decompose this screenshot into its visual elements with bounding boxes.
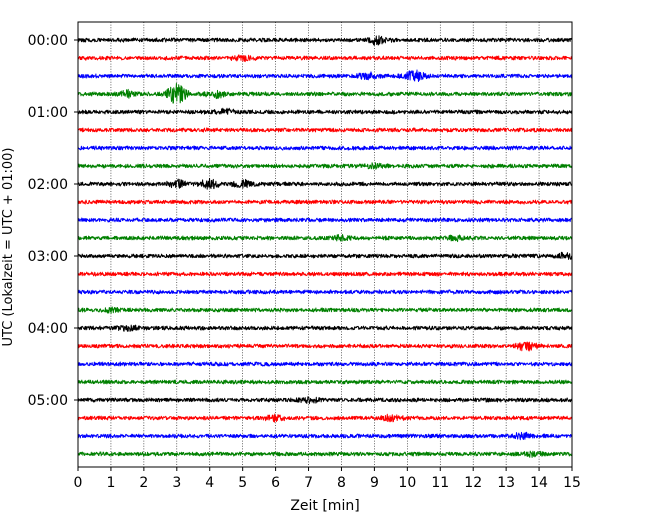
trace-line-0130 <box>77 145 573 151</box>
trace-line-0045 <box>77 82 573 104</box>
trace-line-0230 <box>77 217 573 223</box>
x-tick-label: 11 <box>431 475 449 491</box>
y-tick-label: 00:00 <box>28 33 68 49</box>
trace-lines <box>77 35 573 458</box>
x-tick-label: 12 <box>464 475 482 491</box>
trace-line-0530 <box>77 431 573 441</box>
x-tick-label: 15 <box>563 475 581 491</box>
trace-line-0430 <box>77 361 573 367</box>
y-tick-label: 01:00 <box>28 105 68 121</box>
trace-line-0300 <box>77 251 573 260</box>
x-tick-label: 14 <box>530 475 548 491</box>
trace-line-0015 <box>77 54 573 63</box>
trace-line-0445 <box>77 379 573 385</box>
x-tick-label: 6 <box>271 475 280 491</box>
y-tick-label: 04:00 <box>28 321 68 337</box>
trace-line-0400 <box>77 324 573 332</box>
x-tick-label: 7 <box>304 475 313 491</box>
trace-line-0145 <box>77 162 573 170</box>
x-tick-label: 9 <box>370 475 379 491</box>
y-tick-label: 05:00 <box>28 393 68 409</box>
trace-line-0100 <box>77 107 573 115</box>
trace-line-0545 <box>77 450 573 458</box>
trace-line-0115 <box>77 127 573 133</box>
x-axis-label: Zeit [min] <box>290 498 359 514</box>
trace-line-0515 <box>77 413 573 423</box>
x-tick-label: 2 <box>139 475 148 491</box>
y-tick-label: 02:00 <box>28 177 68 193</box>
x-tick-label: 3 <box>172 475 181 491</box>
trace-line-0245 <box>77 234 573 243</box>
x-tick-label: 10 <box>398 475 416 491</box>
trace-line-0315 <box>77 271 573 277</box>
trace-line-0200 <box>77 177 573 190</box>
x-tick-label: 5 <box>238 475 247 491</box>
trace-line-0415 <box>77 341 573 352</box>
x-tick-label: 0 <box>74 475 83 491</box>
trace-line-0330 <box>77 289 573 295</box>
trace-line-0215 <box>77 199 573 205</box>
trace-line-0345 <box>77 306 573 314</box>
x-tick-label: 1 <box>106 475 115 491</box>
x-axis: 0 1 2 3 4 5 6 7 8 9 10 11 12 13 14 15 <box>74 467 581 491</box>
y-tick-label: 03:00 <box>28 249 68 265</box>
trace-line-0030 <box>77 69 573 82</box>
trace-line-0500 <box>77 396 573 405</box>
trace-line-0000 <box>77 35 573 46</box>
x-tick-label: 4 <box>205 475 214 491</box>
plot-frame <box>77 21 573 468</box>
y-axis-label: UTC (Lokalzeit = UTC + 01:00) <box>1 148 16 347</box>
y-axis: 00:00 01:00 02:00 03:00 04:00 05:00 <box>28 33 78 409</box>
x-tick-label: 13 <box>497 475 515 491</box>
x-tick-label: 8 <box>337 475 346 491</box>
